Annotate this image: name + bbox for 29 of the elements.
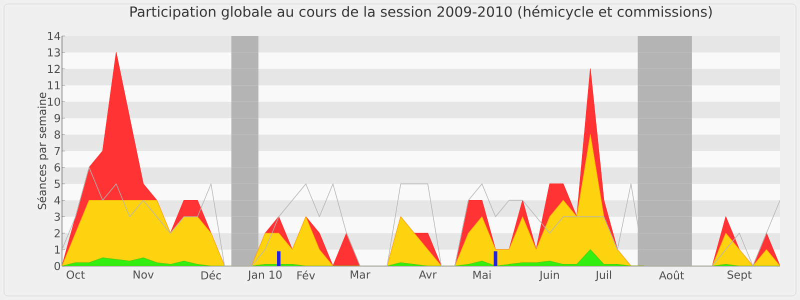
x-tick-label: Sept (728, 270, 752, 281)
y-tick-label: 13 (48, 48, 60, 57)
chart-title: Participation globale au cours de la session 2009-2010 (hémicycle et commissions) (130, 6, 712, 20)
y-tick-label: 6 (54, 163, 60, 172)
y-tick-label: 5 (54, 180, 60, 188)
y-tick-label: 2 (54, 229, 60, 238)
x-tick-label: Nov (134, 270, 154, 279)
y-tick-label: 9 (54, 114, 60, 122)
y-tick-label: 11 (48, 81, 60, 90)
x-tick-label: Avr (418, 270, 437, 279)
y-tick-label: 4 (54, 196, 60, 204)
x-tick-label: Mai (473, 270, 491, 280)
x-tick-label: Déc (201, 270, 221, 280)
x-tick-label: Août (659, 270, 684, 280)
y-tick-label: 3 (54, 212, 60, 221)
x-tick-label: Oct (66, 270, 85, 279)
x-tick-label: Fév (297, 270, 316, 280)
y-tick-label: 8 (54, 130, 60, 139)
x-tick-label: Juil (595, 270, 612, 282)
y-tick-label: 10 (48, 98, 60, 106)
x-tick-label: Jan 10 (247, 270, 282, 281)
y-axis-title: Séances par semaine (37, 92, 48, 210)
y-tick-label: 7 (54, 146, 60, 156)
y-tick-label: 1 (55, 246, 60, 254)
x-tick-label: Juin (539, 270, 559, 282)
y-tick-label: 14 (48, 32, 60, 40)
y-tick-label: 0 (54, 262, 60, 270)
y-tick-label: 12 (48, 64, 60, 73)
x-tick-label: Mar (350, 270, 370, 279)
